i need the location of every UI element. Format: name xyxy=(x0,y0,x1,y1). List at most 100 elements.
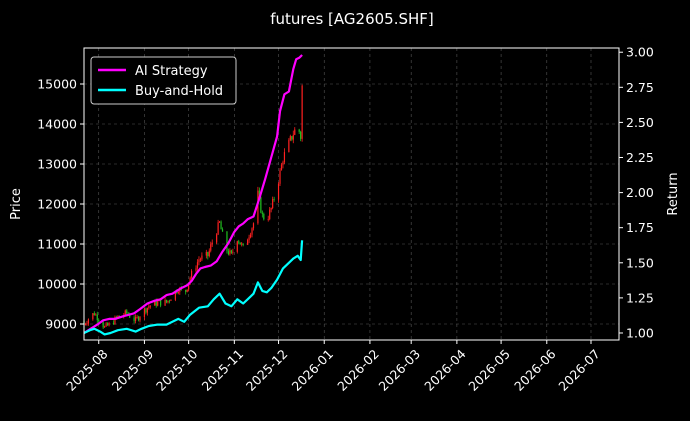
candle-body xyxy=(288,140,290,153)
y-axis-label: Price xyxy=(9,188,24,220)
candle-body xyxy=(232,251,234,253)
chart-title: futures [AG2605.SHF] xyxy=(270,10,434,28)
legend: AI Strategy Buy-and-Hold xyxy=(90,56,237,105)
candle-body xyxy=(252,223,255,229)
candle-body xyxy=(146,307,148,313)
candle-body xyxy=(112,322,115,325)
candle-body xyxy=(118,315,120,317)
legend-label-buy-and-hold: Buy-and-Hold xyxy=(135,84,223,99)
candle-body xyxy=(241,243,243,245)
candle-body xyxy=(124,310,126,316)
candle-body xyxy=(102,321,104,328)
candle-body xyxy=(261,212,263,214)
candle-body xyxy=(155,300,157,306)
candle-body xyxy=(283,152,286,163)
right-axis: 1.00 1.25 1.50 1.75 2.00 2.25 2.50 2.75 3.00 xyxy=(619,45,654,340)
candle-body xyxy=(210,244,212,251)
candle-body xyxy=(84,324,87,325)
candle-body xyxy=(269,209,271,220)
candle-body xyxy=(86,323,88,325)
candle-body xyxy=(239,242,241,245)
candle-body xyxy=(164,299,166,306)
candle-body xyxy=(148,306,150,308)
y2-tick-label: 1.25 xyxy=(626,290,654,305)
candle-body xyxy=(270,207,272,210)
candle-body xyxy=(298,129,300,132)
candle-body xyxy=(279,170,281,184)
y2-tick-label: 1.50 xyxy=(626,255,654,270)
candle-body xyxy=(205,252,207,256)
candle-body xyxy=(218,221,221,223)
candle-body xyxy=(129,314,131,318)
candle-body xyxy=(185,289,187,292)
candle-body xyxy=(117,315,119,318)
y2-tick-label: 3.00 xyxy=(626,45,654,60)
candle-body xyxy=(195,268,197,271)
candle-body xyxy=(267,219,269,220)
candle-body xyxy=(208,250,210,257)
candle-body xyxy=(216,234,218,243)
candle-body xyxy=(258,190,260,198)
candle-body xyxy=(98,320,100,322)
candle-body xyxy=(106,323,109,326)
legend-box xyxy=(90,56,237,105)
y2-tick-label: 2.75 xyxy=(626,80,654,95)
y2-tick-label: 1.00 xyxy=(626,325,654,340)
candle-body xyxy=(229,250,231,255)
candle-body xyxy=(143,308,146,318)
series-line-ai-strategy xyxy=(83,54,303,334)
candle-body xyxy=(139,317,141,321)
candle-body xyxy=(230,250,232,253)
candle-body xyxy=(263,213,265,220)
candle-body xyxy=(137,316,140,321)
candle-body xyxy=(92,313,94,320)
candle-body xyxy=(174,290,176,300)
candle-body xyxy=(154,300,156,306)
candle-body xyxy=(170,299,172,301)
left-axis: 9000 10000 11000 12000 13000 14000 15000 xyxy=(37,77,84,332)
candle-body xyxy=(165,299,168,303)
y2-tick-label: 2.25 xyxy=(626,150,654,165)
candle-body xyxy=(289,136,291,141)
candle-body xyxy=(93,313,95,316)
candle-body xyxy=(87,319,90,324)
candle-body xyxy=(207,252,209,257)
series-line-buy-and-hold xyxy=(83,240,304,336)
candle-body xyxy=(227,251,230,255)
candle-body xyxy=(251,228,253,235)
y-tick-label: 14000 xyxy=(37,117,77,132)
candle-body xyxy=(292,134,294,140)
candle-body xyxy=(236,241,238,252)
candle-body xyxy=(157,301,159,306)
candle-body xyxy=(149,305,151,307)
candle-body xyxy=(105,323,107,327)
candle-body xyxy=(160,299,162,306)
candle-body xyxy=(291,136,293,140)
candle-body xyxy=(294,129,296,135)
candle-body xyxy=(186,289,188,292)
candle-body xyxy=(280,164,283,171)
plot-frame xyxy=(83,47,620,341)
candle-body xyxy=(272,198,274,208)
candle-body xyxy=(95,314,97,316)
candle-body xyxy=(226,231,228,252)
candle-body xyxy=(126,310,128,314)
candle-body xyxy=(114,316,116,325)
y-tick-label: 13000 xyxy=(37,157,77,172)
candle-body xyxy=(108,322,110,326)
candle-body xyxy=(282,162,284,165)
candle-body xyxy=(104,326,106,328)
candle-body xyxy=(167,300,169,303)
candle-body xyxy=(277,183,280,200)
candle-body xyxy=(238,241,240,243)
candle-body xyxy=(198,259,200,263)
candle-body xyxy=(96,314,98,321)
candle-body xyxy=(221,229,224,232)
candle-body xyxy=(300,131,302,139)
price-candles xyxy=(83,84,303,330)
y2-tick-label: 2.50 xyxy=(626,115,654,130)
candle-body xyxy=(177,291,179,293)
y2-axis-label: Return xyxy=(666,172,681,215)
candle-body xyxy=(115,316,118,318)
